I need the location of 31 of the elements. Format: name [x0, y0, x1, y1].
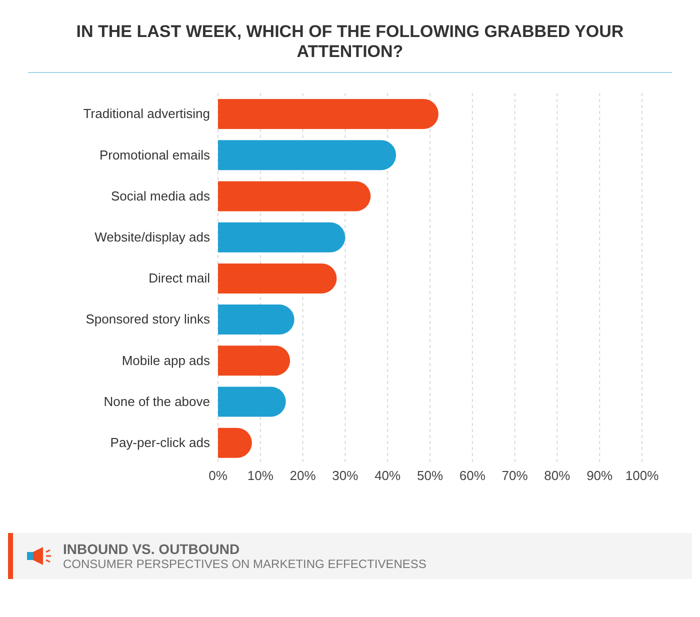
chart-title: IN THE LAST WEEK, WHICH OF THE FOLLOWING GRABBED YOUR ATTENTION? [28, 8, 672, 73]
x-tick-label: 20% [290, 468, 316, 484]
bar [218, 386, 286, 417]
y-tick-label: Direct mail [148, 270, 210, 286]
bar [218, 181, 371, 212]
x-tick-label: 30% [332, 468, 359, 484]
y-tick-label: Mobile app ads [122, 352, 210, 368]
x-tick-label: 80% [544, 468, 571, 484]
x-tick-label: 10% [247, 468, 274, 484]
x-tick-label: 40% [374, 468, 402, 484]
y-tick-label: Promotional emails [99, 147, 210, 162]
y-tick-label: Sponsored story links [86, 312, 210, 327]
x-tick-label: 70% [502, 468, 528, 484]
bar [218, 304, 294, 335]
bar [218, 346, 290, 376]
bar [218, 263, 337, 294]
y-tick-label: Social media ads [111, 188, 210, 204]
x-tick-label: 0% [208, 468, 228, 484]
x-tick-label: 50% [416, 468, 444, 484]
x-tick-label: 100% [625, 468, 660, 484]
bar [218, 222, 346, 252]
y-tick-label: None of the above [104, 394, 210, 409]
y-tick-label: Traditional advertising [83, 106, 210, 122]
text: CONSUMER PERSPECTIVES ON MARKETING EFFECTIVENESS [63, 557, 426, 571]
bar [218, 99, 438, 129]
y-tick-label: Website/display ads [94, 230, 210, 245]
x-tick-label: 60% [459, 468, 486, 484]
y-tick-label: Pay-per-click ads [110, 435, 210, 450]
bar [218, 140, 396, 170]
text: INBOUND VS. OUTBOUND [63, 541, 241, 557]
x-tick-label: 90% [586, 468, 614, 484]
